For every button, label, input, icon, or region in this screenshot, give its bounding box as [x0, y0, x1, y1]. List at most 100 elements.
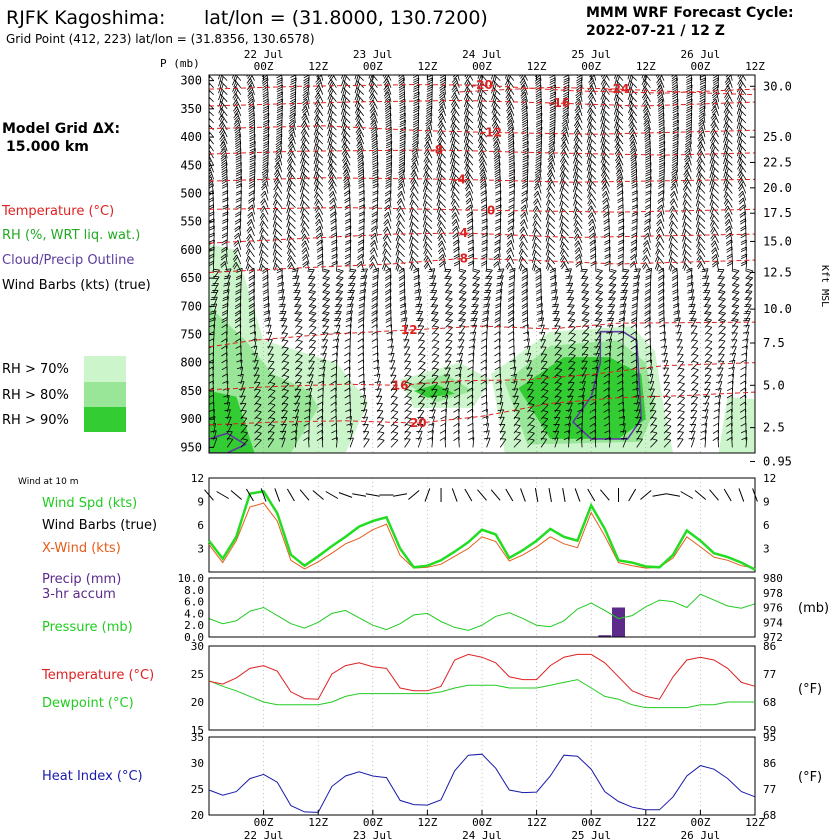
surface-wind-barb [723, 488, 732, 502]
wind-barb [552, 437, 559, 448]
wind-barb [409, 214, 419, 222]
wind-barb [743, 324, 750, 335]
wind-barb [261, 169, 269, 180]
wind-barb [395, 249, 405, 258]
temperature-contour-label: -24 [608, 82, 630, 96]
wind-barb [358, 190, 365, 201]
wind-barb [438, 254, 446, 265]
wind-barb [499, 438, 507, 448]
wind-barb [275, 148, 283, 159]
wind-barb [482, 415, 489, 427]
wind-barb [382, 263, 392, 272]
precip-tick-left: 2.0 [184, 619, 204, 632]
wind-barb [399, 91, 405, 102]
wind-barb [701, 423, 708, 434]
wind-barb [404, 438, 411, 448]
wind-barb [506, 120, 515, 131]
wind-barb [657, 204, 665, 215]
wind-barb [741, 437, 748, 448]
wind-barb [450, 192, 460, 201]
wind-barb [559, 248, 569, 258]
wind-barb [685, 133, 692, 145]
wind-barb [347, 296, 355, 307]
wind-barb [683, 169, 692, 180]
wind-barb [453, 401, 460, 413]
altitude-tick-label: 10.0 [763, 302, 792, 316]
wind-barb [513, 431, 521, 441]
wind-barb [209, 169, 214, 180]
wind-barb [369, 113, 378, 124]
wind-barb [574, 240, 583, 251]
wind-barb [691, 346, 699, 356]
wind-barb [453, 408, 460, 420]
wind-barb [262, 119, 270, 131]
wind-barb [723, 178, 733, 188]
wind-barb [465, 190, 474, 201]
wind-barb [536, 310, 544, 321]
wind-barb [709, 172, 719, 182]
wind-barb [480, 373, 487, 384]
wind-barb [372, 359, 380, 370]
top-day-label: 23 Jul [353, 48, 393, 61]
wind-barb [445, 311, 453, 321]
wind-barb [608, 283, 617, 293]
wind-barb [650, 424, 658, 434]
wind-barb [332, 338, 340, 349]
wind-barb [235, 183, 243, 194]
wind-barb [322, 276, 330, 286]
wind-barb [701, 416, 708, 427]
wind-barb [464, 184, 474, 194]
wind-barb [613, 115, 624, 125]
wind-barb [385, 112, 392, 124]
wind-barb [718, 318, 726, 328]
wind-barb [262, 140, 270, 152]
top-time-tick: 12Z [636, 60, 656, 73]
wind-barb [300, 213, 310, 222]
wind-barb [235, 161, 242, 173]
top-time-tick: 12Z [417, 60, 437, 73]
wind-barb [668, 242, 678, 251]
wind-barb [513, 424, 521, 434]
wind-barb [345, 225, 352, 236]
wind-tick-right: 3 [763, 543, 770, 556]
wind-barb [586, 129, 597, 139]
wind-barb [431, 318, 439, 328]
wind-barb [463, 122, 474, 132]
wind-barb [404, 395, 412, 406]
wind-barb [507, 317, 515, 328]
wind-barb [527, 438, 535, 448]
wind-barb [600, 75, 610, 82]
wind-barb [319, 359, 327, 370]
wind-barb [260, 183, 269, 194]
wind-barb [688, 437, 695, 448]
wind-barb [275, 140, 283, 152]
wind-barb [295, 325, 303, 335]
wind-barb [458, 290, 467, 300]
bottom-day-label: 23 Jul [353, 829, 393, 840]
wind-barb [540, 438, 548, 448]
wind-barb [600, 115, 610, 125]
wind-barb [479, 169, 487, 180]
wind-barb [436, 193, 446, 201]
wind-barb [559, 171, 569, 181]
wind-barb [259, 256, 269, 265]
wind-barb [468, 345, 475, 356]
wind-barb [659, 324, 666, 335]
wind-barb [286, 221, 296, 229]
pressure-tick-right: 980 [763, 572, 783, 585]
wind-barb [736, 129, 747, 139]
wind-barb [427, 437, 434, 448]
wind-barb [491, 75, 501, 83]
wind-barb [453, 437, 460, 448]
wind-barb [737, 184, 747, 194]
wind-barb [259, 212, 269, 222]
wind-barb [331, 429, 338, 441]
wind-barb [672, 91, 678, 102]
wind-barb [709, 199, 719, 208]
wind-barb [249, 176, 256, 187]
wind-barb [209, 232, 215, 243]
wind-barb [385, 140, 393, 152]
wind-barb [709, 164, 719, 175]
wind-barb [581, 297, 590, 307]
wind-barb [385, 161, 393, 173]
